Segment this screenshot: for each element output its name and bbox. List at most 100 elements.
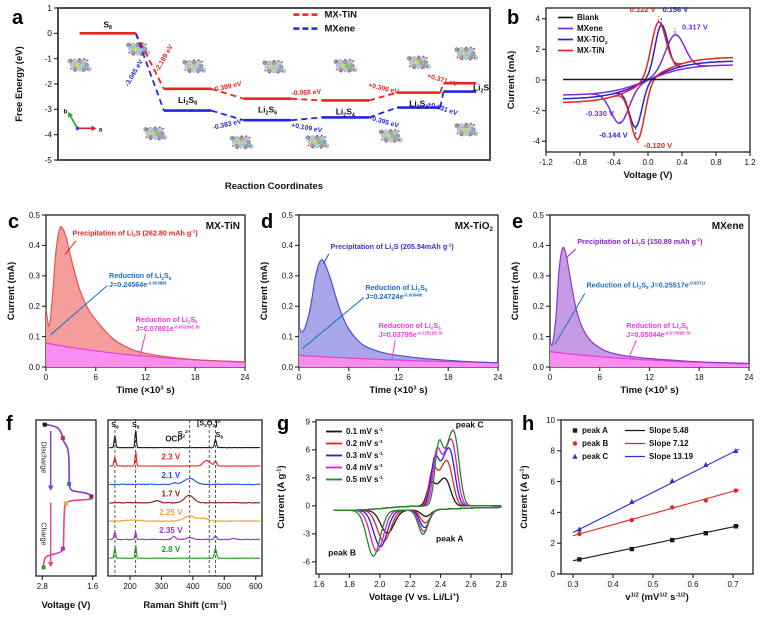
svg-text:6: 6 bbox=[551, 477, 556, 486]
svg-text:Reduction of Li2S6: Reduction of Li2S6 bbox=[626, 321, 689, 331]
svg-text:Reduction of Li2S6: Reduction of Li2S6 bbox=[379, 321, 442, 331]
svg-text:2: 2 bbox=[536, 45, 541, 54]
svg-text:6: 6 bbox=[598, 373, 603, 382]
svg-text:24: 24 bbox=[745, 373, 754, 382]
svg-text:Raman Shift (cm-1): Raman Shift (cm-1) bbox=[143, 600, 226, 611]
svg-text:Precipitation of Li2S (150.89: Precipitation of Li2S (150.89 mAh g-1) bbox=[577, 237, 703, 247]
svg-text:0.0: 0.0 bbox=[533, 363, 545, 372]
svg-text:OCP: OCP bbox=[165, 434, 183, 443]
free-energy-chart: 1 0 -1 -2 -3 -4 -5 Reaction Coordinates Free Ene… bbox=[14, 3, 491, 192]
svg-text:MX-TiN: MX-TiN bbox=[577, 46, 605, 55]
svg-text:Li2S8: Li2S8 bbox=[178, 95, 197, 107]
svg-text:6: 6 bbox=[306, 446, 311, 455]
svg-text:2.8 V: 2.8 V bbox=[162, 545, 181, 554]
svg-text:Current (A g-1): Current (A g-1) bbox=[519, 465, 530, 528]
svg-text:S8: S8 bbox=[103, 19, 112, 31]
svg-text:Li2S: Li2S bbox=[473, 82, 490, 94]
svg-text:-1.2: -1.2 bbox=[539, 158, 553, 167]
svg-text:-3: -3 bbox=[44, 104, 52, 114]
panel-letter-g: g bbox=[277, 413, 290, 435]
svg-text:24: 24 bbox=[241, 373, 250, 382]
svg-text:MXene: MXene bbox=[712, 221, 745, 232]
svg-text:0.5: 0.5 bbox=[282, 211, 294, 220]
svg-text:0.2: 0.2 bbox=[29, 302, 41, 311]
svg-text:-6: -6 bbox=[303, 558, 311, 567]
svg-text:Blank: Blank bbox=[577, 13, 599, 22]
svg-text:0.7: 0.7 bbox=[727, 580, 739, 589]
svg-text:J=0.24564e-0.00388t: J=0.24564e-0.00388t bbox=[109, 280, 167, 289]
svg-text:Reaction Coordinates: Reaction Coordinates bbox=[225, 181, 323, 192]
panel-letter-f: f bbox=[6, 413, 13, 435]
svg-text:0.3: 0.3 bbox=[29, 272, 41, 281]
svg-text:-3: -3 bbox=[303, 530, 311, 539]
svg-text:MX-TiO2: MX-TiO2 bbox=[577, 35, 608, 46]
svg-text:MX-TiN: MX-TiN bbox=[324, 10, 357, 21]
svg-text:0.3 mV s-1: 0.3 mV s-1 bbox=[346, 451, 383, 460]
svg-text:peak A: peak A bbox=[582, 426, 608, 435]
svg-text:0.4: 0.4 bbox=[607, 580, 619, 589]
svg-text:3: 3 bbox=[306, 474, 311, 483]
svg-text:Slope 7.12: Slope 7.12 bbox=[649, 439, 689, 448]
svg-text:18: 18 bbox=[444, 373, 453, 382]
svg-text:Reduction of Li2S8: Reduction of Li2S8 bbox=[109, 271, 172, 281]
svg-text:Charge: Charge bbox=[39, 522, 46, 545]
svg-text:2.35 V: 2.35 V bbox=[159, 526, 183, 535]
svg-text:J=0.24724e-0.00646t: J=0.24724e-0.00646t bbox=[365, 292, 423, 301]
svg-text:1: 1 bbox=[47, 3, 52, 13]
svg-text:Current (mA): Current (mA) bbox=[506, 51, 517, 110]
svg-text:0: 0 bbox=[306, 502, 311, 511]
svg-text:0.2 mV s-1: 0.2 mV s-1 bbox=[346, 439, 383, 448]
svg-text:2.25 V: 2.25 V bbox=[159, 508, 183, 517]
svg-text:Current (mA): Current (mA) bbox=[259, 262, 270, 321]
svg-text:12: 12 bbox=[394, 373, 403, 382]
precipitation-chart-mxtin: 0 6 12 18 24 0.0 0.1 0.2 0.3 0.4 0.5 Time (×103 s) C… bbox=[6, 211, 250, 396]
svg-text:1.2: 1.2 bbox=[744, 158, 756, 167]
svg-text:0.1: 0.1 bbox=[29, 332, 41, 341]
svg-text:Free Energy (eV): Free Energy (eV) bbox=[14, 46, 25, 122]
svg-text:0.4: 0.4 bbox=[29, 241, 41, 250]
precipitation-chart-mxtio2: 0 6 12 18 24 0.0 0.1 0.2 0.3 0.4 0.5 Time (×103 s) C… bbox=[259, 211, 503, 396]
svg-text:Voltage (V): Voltage (V) bbox=[624, 170, 673, 181]
svg-text:-4: -4 bbox=[44, 129, 52, 139]
svg-text:200: 200 bbox=[123, 582, 137, 591]
svg-text:Current (mA): Current (mA) bbox=[510, 262, 521, 321]
svg-text:2.0: 2.0 bbox=[374, 580, 386, 589]
svg-text:-0.8: -0.8 bbox=[573, 158, 587, 167]
svg-text:0.3: 0.3 bbox=[567, 580, 579, 589]
svg-text:2.6: 2.6 bbox=[465, 580, 477, 589]
svg-text:peak C: peak C bbox=[456, 419, 484, 429]
svg-text:Reduction of Li2S6: Reduction of Li2S6 bbox=[136, 315, 199, 325]
svg-text:0.5: 0.5 bbox=[29, 211, 41, 220]
svg-text:peak A: peak A bbox=[436, 533, 464, 543]
svg-text:Slope 5.48: Slope 5.48 bbox=[649, 426, 689, 435]
svg-text:0.156 V: 0.156 V bbox=[662, 5, 688, 14]
panel-letter-c: c bbox=[8, 211, 20, 233]
svg-text:2.8: 2.8 bbox=[37, 582, 49, 591]
svg-text:MXene: MXene bbox=[577, 24, 603, 33]
svg-text:0: 0 bbox=[297, 373, 302, 382]
panel-letter-b: b bbox=[507, 7, 520, 29]
svg-text:0: 0 bbox=[44, 373, 49, 382]
svg-text:12: 12 bbox=[141, 373, 150, 382]
svg-text:0.122 V: 0.122 V bbox=[630, 5, 656, 14]
svg-text:-0.4: -0.4 bbox=[607, 158, 621, 167]
svg-text:MXene: MXene bbox=[324, 24, 355, 35]
svg-text:Reduction of Li2S8 J=0.25517e: Reduction of Li2S8 J=0.25517e-0.0071t bbox=[586, 280, 705, 290]
svg-text:Discharge: Discharge bbox=[39, 442, 46, 474]
svg-text:Precipitation of Li2S (262.80: Precipitation of Li2S (262.80 mAh g-1) bbox=[73, 228, 199, 238]
svg-text:0.0: 0.0 bbox=[282, 363, 294, 372]
precipitation-chart-mxene: 0 6 12 18 24 0.0 0.1 0.2 0.3 0.4 0.5 Time (×103 s) C… bbox=[510, 211, 754, 396]
svg-text:0.3: 0.3 bbox=[533, 272, 545, 281]
svg-text:6: 6 bbox=[94, 373, 99, 382]
svg-text:-2.189 eV: -2.189 eV bbox=[154, 43, 175, 72]
svg-text:Current (mA): Current (mA) bbox=[6, 262, 17, 321]
svg-text:18: 18 bbox=[695, 373, 704, 382]
svg-text:0: 0 bbox=[551, 570, 556, 579]
svg-text:b: b bbox=[63, 108, 67, 115]
svg-text:0.4: 0.4 bbox=[533, 241, 545, 250]
svg-text:S8: S8 bbox=[216, 430, 224, 440]
svg-text:6: 6 bbox=[347, 373, 352, 382]
svg-text:9: 9 bbox=[306, 418, 311, 427]
svg-text:[S2O3]2-: [S2O3]2- bbox=[197, 419, 222, 429]
svg-text:-0.383 eV: -0.383 eV bbox=[212, 118, 243, 132]
